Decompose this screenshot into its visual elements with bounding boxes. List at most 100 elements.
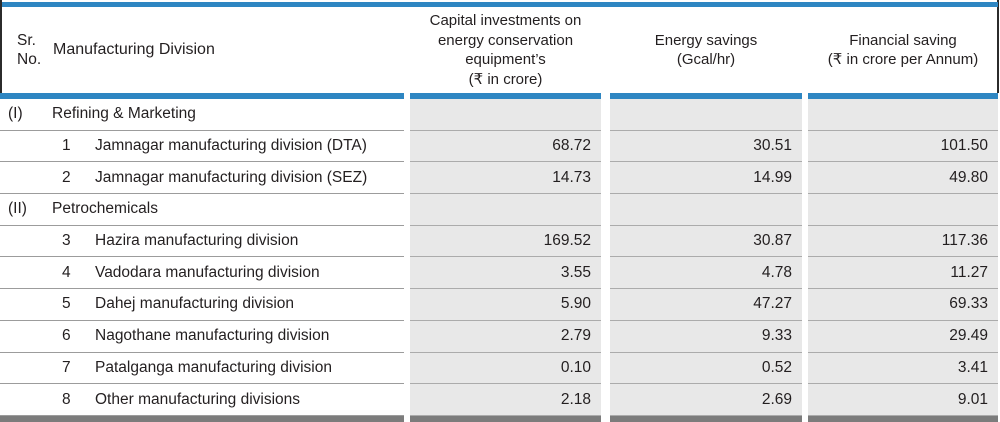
capital-cell <box>410 99 601 131</box>
section-row: (II) Petrochemicals <box>0 194 1000 226</box>
column-gap <box>601 162 610 195</box>
financial-cell <box>808 99 998 131</box>
header-energy-line1: Energy savings <box>654 31 758 49</box>
column-gap <box>601 320 610 353</box>
capital-cell: 68.72 <box>410 130 601 163</box>
column-gap <box>802 257 808 290</box>
energy-cell: 2.69 <box>610 384 802 416</box>
financial-cell: 9.01 <box>808 384 998 416</box>
column-gap <box>404 99 410 131</box>
energy-cell: 47.27 <box>610 289 802 321</box>
table-row: 4 Vadodara manufacturing division 3.55 4… <box>0 257 1000 290</box>
table-row: 5 Dahej manufacturing division 5.90 47.2… <box>0 289 1000 321</box>
column-gap <box>404 225 410 258</box>
energy-cell <box>610 99 802 131</box>
column-gap <box>601 257 610 290</box>
column-gap <box>802 99 808 131</box>
division-name: Jamnagar manufacturing division (DTA) <box>95 137 367 155</box>
capital-cell <box>410 194 601 226</box>
column-gap <box>601 289 610 321</box>
column-gap <box>802 384 808 416</box>
energy-cell: 14.99 <box>610 162 802 195</box>
rule-segment <box>410 93 601 99</box>
row-left: 8 Other manufacturing divisions <box>0 384 404 416</box>
table-row: 3 Hazira manufacturing division 169.52 3… <box>0 225 1000 258</box>
financial-cell: 49.80 <box>808 162 998 195</box>
rule-gap <box>802 415 808 422</box>
rule-gap <box>404 415 410 422</box>
header-financial-saving: Financial saving (₹ in crore per Annum) <box>808 31 998 70</box>
financial-cell: 11.27 <box>808 257 998 290</box>
energy-cell: 0.52 <box>610 352 802 385</box>
column-gap <box>404 320 410 353</box>
header-capital-line2: energy conservation <box>437 31 574 49</box>
section-row: (I) Refining & Marketing <box>0 99 1000 131</box>
row-number: 2 <box>62 168 71 186</box>
financial-cell: 101.50 <box>808 130 998 163</box>
header-sr-no: Sr. No. <box>0 31 53 69</box>
sr-no-cell: (II) <box>8 200 27 218</box>
column-gap <box>601 384 610 416</box>
header-capital-line1: Capital investments on <box>429 12 582 29</box>
row-left: 1 Jamnagar manufacturing division (DTA) <box>0 131 404 163</box>
column-gap <box>404 352 410 385</box>
rule-segment <box>410 415 601 422</box>
financial-cell: 3.41 <box>808 352 998 385</box>
header-financial-line2: (₹ in crore per Annum) <box>827 51 979 68</box>
row-left: (II) Petrochemicals <box>0 194 404 226</box>
column-gap <box>802 352 808 385</box>
table-body: (I) Refining & Marketing 1 Jamnagar manu… <box>0 99 1000 416</box>
column-gap <box>601 130 610 163</box>
financial-cell <box>808 194 998 226</box>
division-name: Patalganga manufacturing division <box>95 358 332 376</box>
row-number: 5 <box>62 295 71 313</box>
rule-segment <box>0 93 404 99</box>
energy-cell: 30.51 <box>610 130 802 163</box>
column-gap <box>404 194 410 226</box>
row-left: 3 Hazira manufacturing division <box>0 226 404 258</box>
row-left: 4 Vadodara manufacturing division <box>0 257 404 290</box>
table-row: 1 Jamnagar manufacturing division (DTA) … <box>0 130 1000 163</box>
table-bottom-rule <box>0 415 1000 422</box>
financial-cell: 117.36 <box>808 225 998 258</box>
header-energy-line2: (Gcal/hr) <box>676 51 736 68</box>
header-left-group: Sr. No. Manufacturing Division <box>0 31 404 69</box>
rule-segment <box>610 93 802 99</box>
division-name: Dahej manufacturing division <box>95 295 295 313</box>
column-gap <box>404 289 410 321</box>
column-gap <box>601 352 610 385</box>
capital-cell: 169.52 <box>410 225 601 258</box>
capital-cell: 2.79 <box>410 320 601 353</box>
section-name: Petrochemicals <box>52 200 158 218</box>
row-left: (I) Refining & Marketing <box>0 99 404 131</box>
column-gap <box>404 384 410 416</box>
section-name: Refining & Marketing <box>52 105 196 123</box>
capital-cell: 3.55 <box>410 257 601 290</box>
header-energy-savings: Energy savings (Gcal/hr) <box>610 31 802 70</box>
header-capital-line4: (₹ in crore) <box>468 70 543 88</box>
row-left: 5 Dahej manufacturing division <box>0 289 404 321</box>
rule-segment <box>610 415 802 422</box>
table-header: Sr. No. Manufacturing Division Capital i… <box>0 0 1000 93</box>
rule-segment <box>808 93 998 99</box>
rule-gap <box>601 93 610 99</box>
column-gap <box>404 130 410 163</box>
energy-cell: 4.78 <box>610 257 802 290</box>
rule-segment <box>808 415 998 422</box>
energy-cell: 9.33 <box>610 320 802 353</box>
header-bottom-rule <box>0 93 1000 99</box>
header-right-border <box>997 0 999 93</box>
row-number: 3 <box>62 232 71 250</box>
division-name: Vadodara manufacturing division <box>95 263 320 281</box>
column-gap <box>802 320 808 353</box>
capital-cell: 0.10 <box>410 352 601 385</box>
table-row: 2 Jamnagar manufacturing division (SEZ) … <box>0 162 1000 195</box>
sr-no-cell: (I) <box>8 105 23 123</box>
row-number: 6 <box>62 327 71 345</box>
row-number: 8 <box>62 390 71 408</box>
capital-cell: 5.90 <box>410 289 601 321</box>
row-number: 1 <box>62 137 71 155</box>
table-row: 7 Patalganga manufacturing division 0.10… <box>0 352 1000 385</box>
table-row: 6 Nagothane manufacturing division 2.79 … <box>0 320 1000 353</box>
